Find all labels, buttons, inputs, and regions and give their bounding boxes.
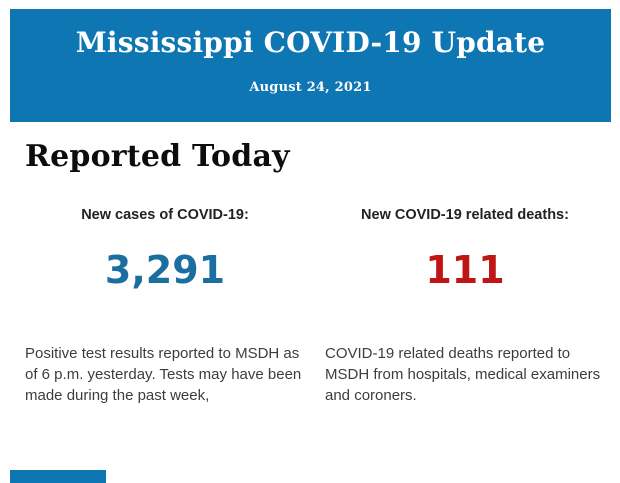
new-deaths-label: New COVID-19 related deaths:: [361, 207, 569, 223]
new-deaths-description: COVID-19 related deaths reported to MSDH…: [325, 345, 601, 404]
new-cases-count: 3,291: [104, 248, 226, 292]
stats-grid: New cases of COVID-19: 3,291 Positive te…: [25, 207, 605, 406]
stat-card-new-cases: New cases of COVID-19: 3,291 Positive te…: [25, 207, 305, 406]
section-heading-reported-today: Reported Today: [25, 139, 290, 174]
header-banner: Mississippi COVID-19 Update August 24, 2…: [10, 9, 611, 122]
next-section-peek-bar: [10, 470, 106, 483]
newsletter-title: Mississippi COVID-19 Update: [75, 26, 546, 59]
stat-card-new-deaths: New COVID-19 related deaths: 111 COVID-1…: [325, 207, 605, 406]
new-cases-label: New cases of COVID-19:: [81, 207, 249, 223]
new-cases-description: Positive test results reported to MSDH a…: [25, 345, 302, 404]
new-deaths-count: 111: [425, 248, 505, 292]
newsletter-date: August 24, 2021: [249, 80, 372, 95]
